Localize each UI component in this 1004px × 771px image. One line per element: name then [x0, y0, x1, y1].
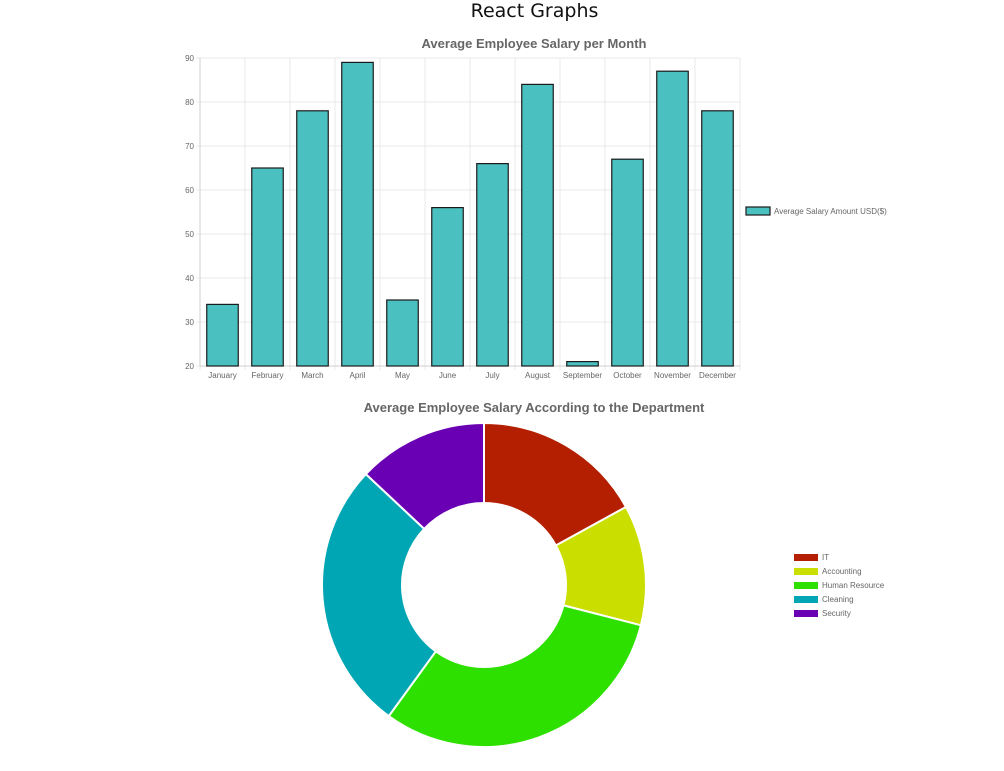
- x-tick-label: May: [395, 371, 410, 380]
- legend-label-accounting: Accounting: [822, 567, 862, 576]
- legend-label-cleaning: Cleaning: [822, 595, 854, 604]
- bar-may: [386, 299, 419, 367]
- legend-swatch-accounting: [794, 568, 818, 575]
- legend-swatch-security: [794, 610, 818, 617]
- legend-label-security: Security: [822, 609, 851, 618]
- bar-chart-title: Average Employee Salary per Month: [422, 36, 647, 51]
- x-tick-label: September: [563, 371, 602, 380]
- y-tick-label: 30: [185, 318, 194, 327]
- slice-it: [483, 421, 628, 547]
- x-tick-label: November: [654, 371, 691, 380]
- legend-label-it: IT: [822, 553, 829, 562]
- legend-label-human-resource: Human Resource: [822, 581, 885, 590]
- bar-october: [611, 158, 644, 367]
- x-tick-label: June: [439, 371, 457, 380]
- x-tick-label: April: [349, 371, 365, 380]
- bar-august: [521, 83, 554, 367]
- y-tick-label: 70: [185, 142, 194, 151]
- x-tick-label: March: [301, 371, 323, 380]
- x-tick-label: January: [208, 371, 236, 380]
- bar-june: [431, 207, 464, 367]
- bar-march: [296, 110, 329, 367]
- doughnut-chart-title: Average Employee Salary According to the…: [364, 400, 705, 415]
- x-tick-label: October: [613, 371, 642, 380]
- legend-swatch-human-resource: [794, 582, 818, 589]
- x-tick-label: December: [699, 371, 736, 380]
- bar-february: [251, 167, 284, 367]
- bar-january: [206, 303, 239, 367]
- slice-cleaning: [321, 472, 438, 718]
- bar-september: [566, 361, 599, 367]
- y-tick-label: 40: [185, 274, 194, 283]
- legend-label-salary: Average Salary Amount USD($): [774, 207, 887, 216]
- bar-july: [476, 163, 509, 367]
- legend-swatch-cleaning: [794, 596, 818, 603]
- y-tick-label: 50: [185, 230, 194, 239]
- slice-security: [364, 421, 485, 531]
- y-tick-label: 80: [185, 98, 194, 107]
- page-title: React Graphs: [470, 0, 599, 22]
- x-tick-label: February: [251, 371, 283, 380]
- legend-swatch-it: [794, 554, 818, 561]
- x-tick-label: July: [485, 371, 499, 380]
- legend-swatch-salary: [745, 206, 771, 216]
- bar-april: [341, 61, 374, 367]
- y-tick-label: 60: [185, 186, 194, 195]
- slice-human-resource: [387, 604, 643, 748]
- bar-december: [701, 110, 734, 367]
- bar-november: [656, 70, 689, 367]
- y-tick-label: 20: [185, 362, 194, 371]
- y-tick-label: 90: [185, 54, 194, 63]
- x-tick-label: August: [525, 371, 551, 380]
